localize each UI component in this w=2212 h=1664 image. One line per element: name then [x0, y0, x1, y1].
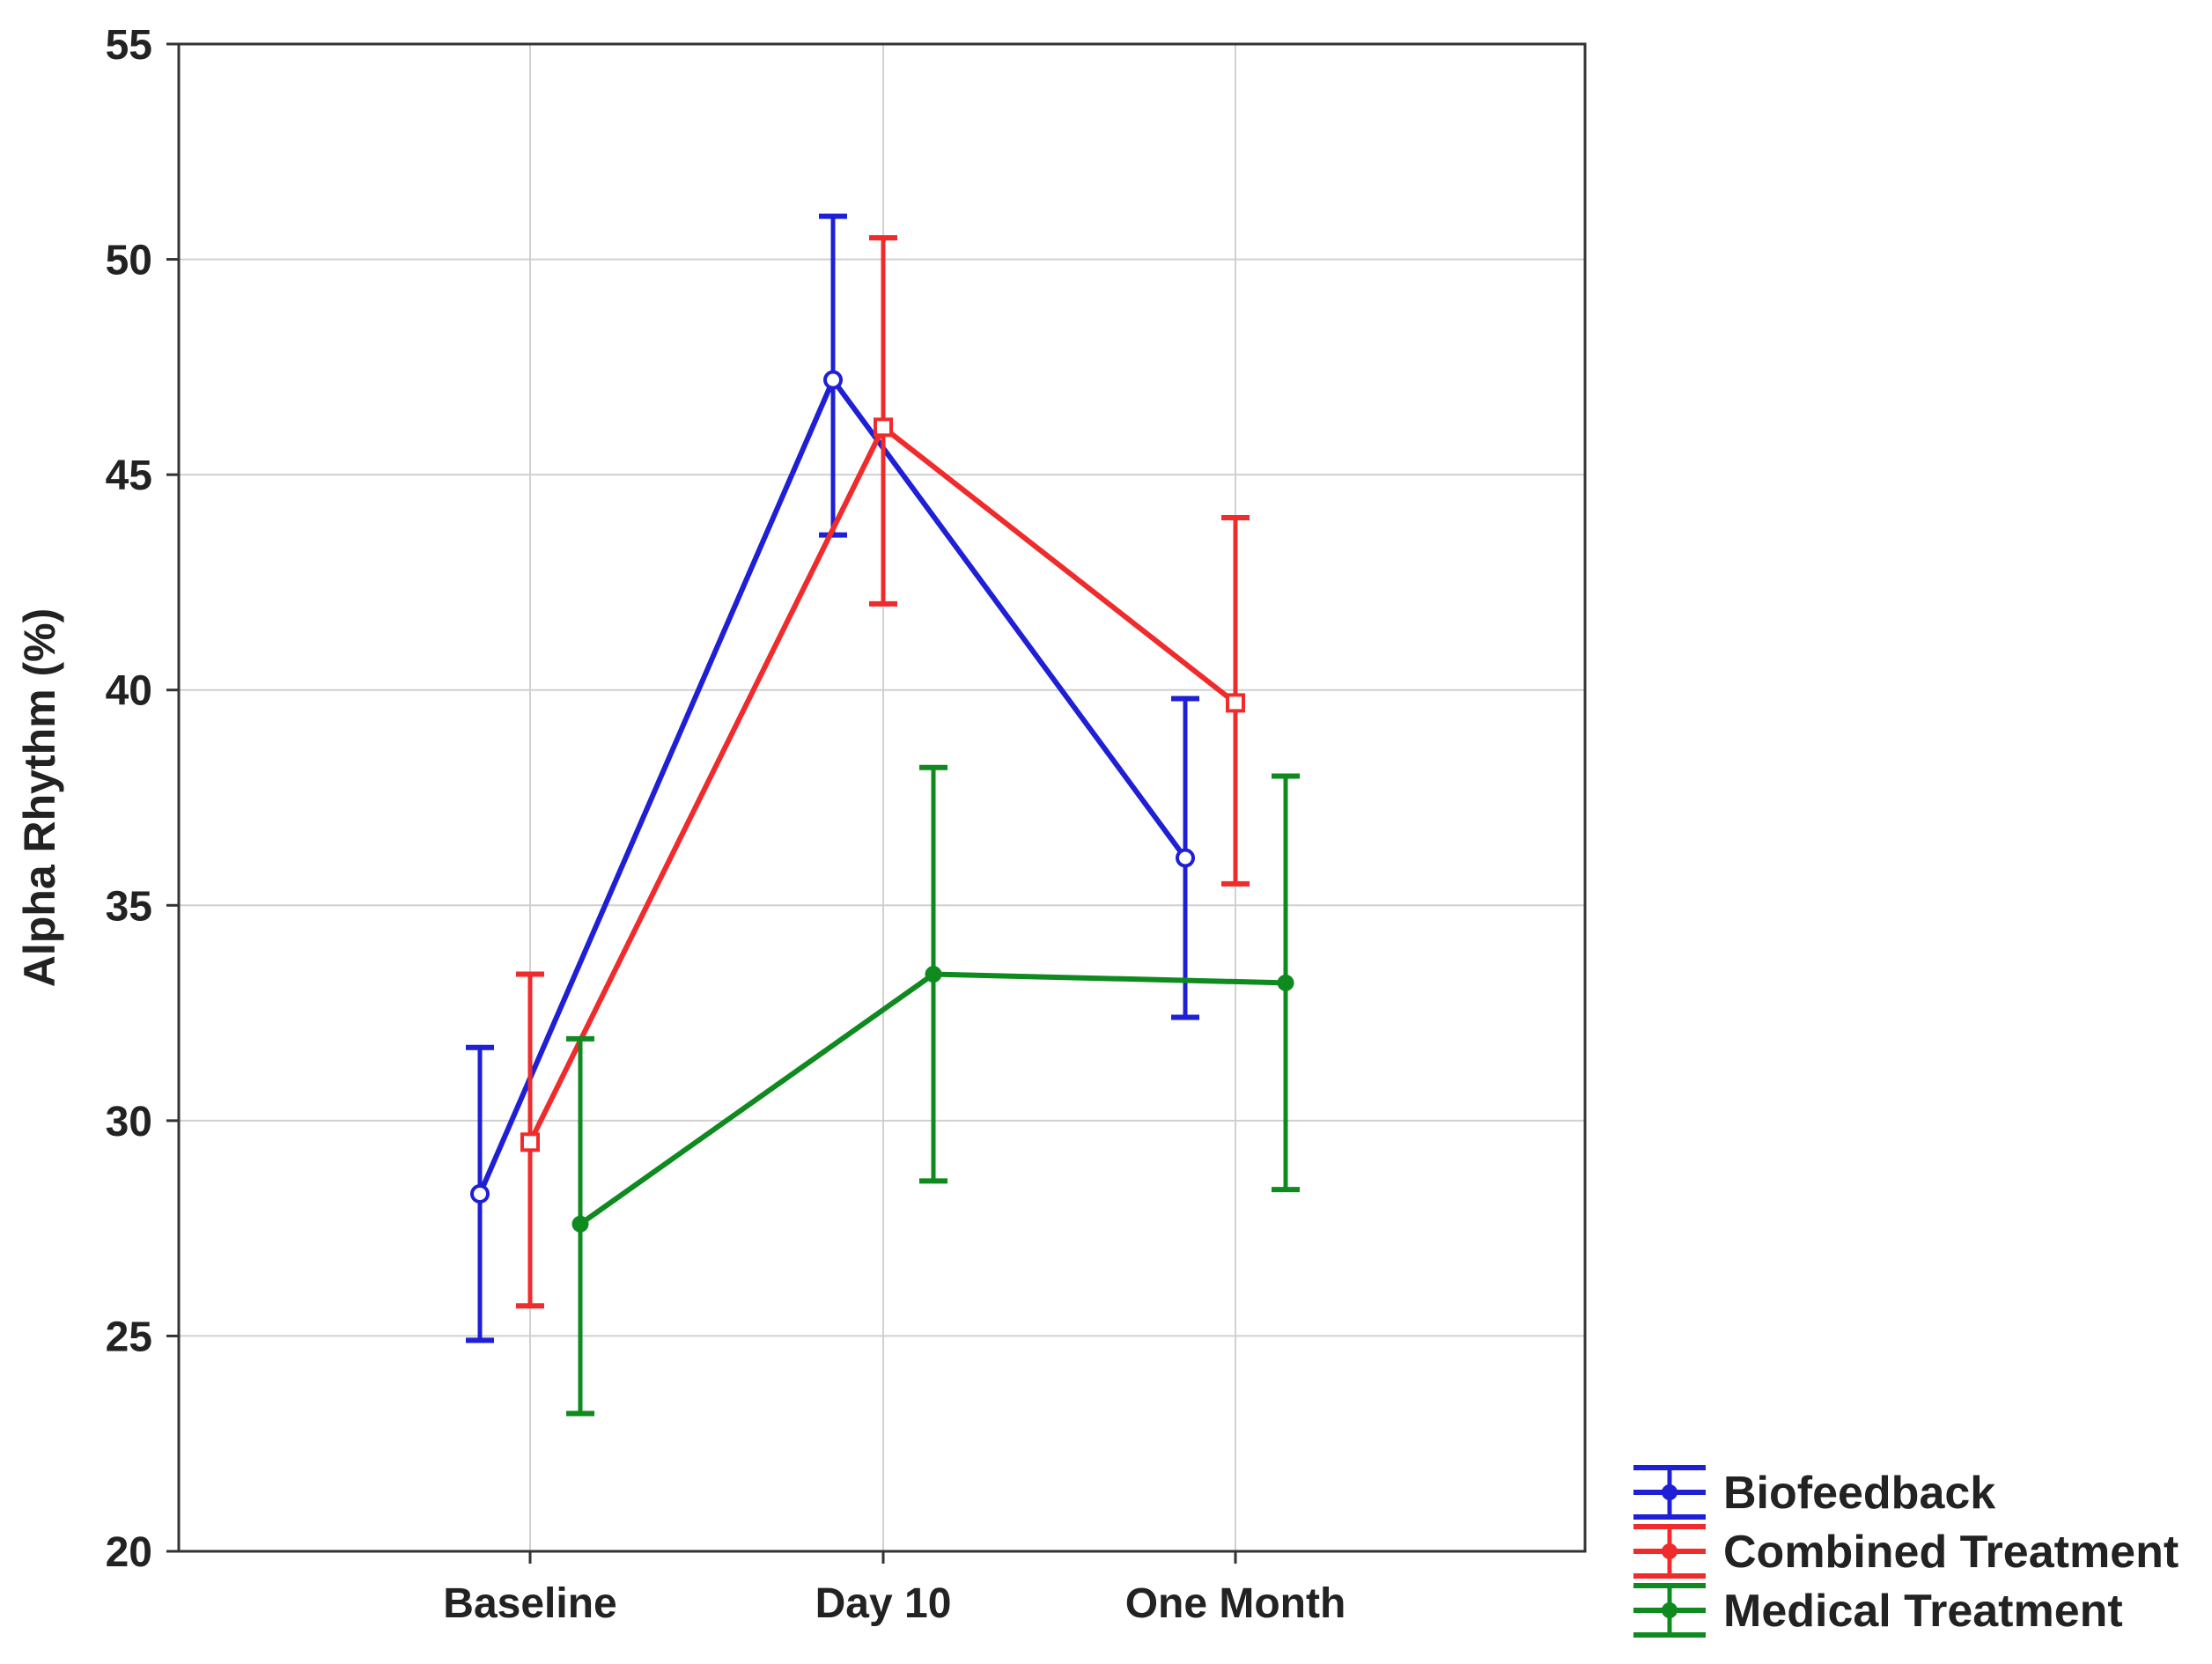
- x-tick-label: Day 10: [815, 1580, 952, 1627]
- legend-item: Biofeedback: [1633, 1465, 1995, 1520]
- y-tick-label: 40: [106, 668, 152, 715]
- data-point: [1176, 848, 1195, 868]
- data-point: [571, 1215, 589, 1233]
- data-point: [520, 1132, 540, 1152]
- y-tick-label: 55: [106, 22, 152, 69]
- legend-label: Biofeedback: [1723, 1468, 1995, 1519]
- x-tick-label: One Month: [1125, 1580, 1346, 1627]
- series-layer: [466, 213, 1300, 1417]
- legend-item: Combined Treatment: [1633, 1524, 2179, 1579]
- series-medical-treatment: [566, 764, 1300, 1417]
- data-point: [470, 1184, 490, 1204]
- y-axis-title: Alpha Rhythm (%): [15, 608, 64, 988]
- legend-item: Medical Treatment: [1633, 1583, 2123, 1638]
- y-tick-label: 30: [106, 1099, 152, 1145]
- legend-swatch-marker: [1662, 1543, 1677, 1559]
- legend: Biofeedback Combined Treatment Medical Tre…: [1633, 1465, 2179, 1638]
- data-point: [1277, 974, 1294, 991]
- y-axis-ticks: 20 25 30 35 40 45 50 55: [106, 22, 179, 1576]
- series-biofeedback: [466, 213, 1199, 1344]
- data-point: [823, 370, 843, 390]
- data-point: [925, 966, 942, 983]
- data-point: [1226, 693, 1245, 713]
- legend-label: Medical Treatment: [1723, 1586, 2123, 1637]
- legend-swatch-marker: [1662, 1602, 1677, 1618]
- y-tick-label: 45: [106, 453, 152, 499]
- y-tick-label: 35: [106, 883, 152, 930]
- y-tick-label: 50: [106, 238, 152, 284]
- y-tick-label: 20: [106, 1529, 152, 1576]
- x-axis-ticks: Baseline Day 10 One Month: [443, 1551, 1346, 1627]
- legend-swatch-marker: [1662, 1484, 1677, 1500]
- legend-label: Combined Treatment: [1723, 1527, 2179, 1578]
- y-tick-label: 25: [106, 1314, 152, 1360]
- series-combined-treatment: [516, 235, 1250, 1309]
- data-point: [874, 417, 893, 438]
- x-tick-label: Baseline: [443, 1580, 616, 1627]
